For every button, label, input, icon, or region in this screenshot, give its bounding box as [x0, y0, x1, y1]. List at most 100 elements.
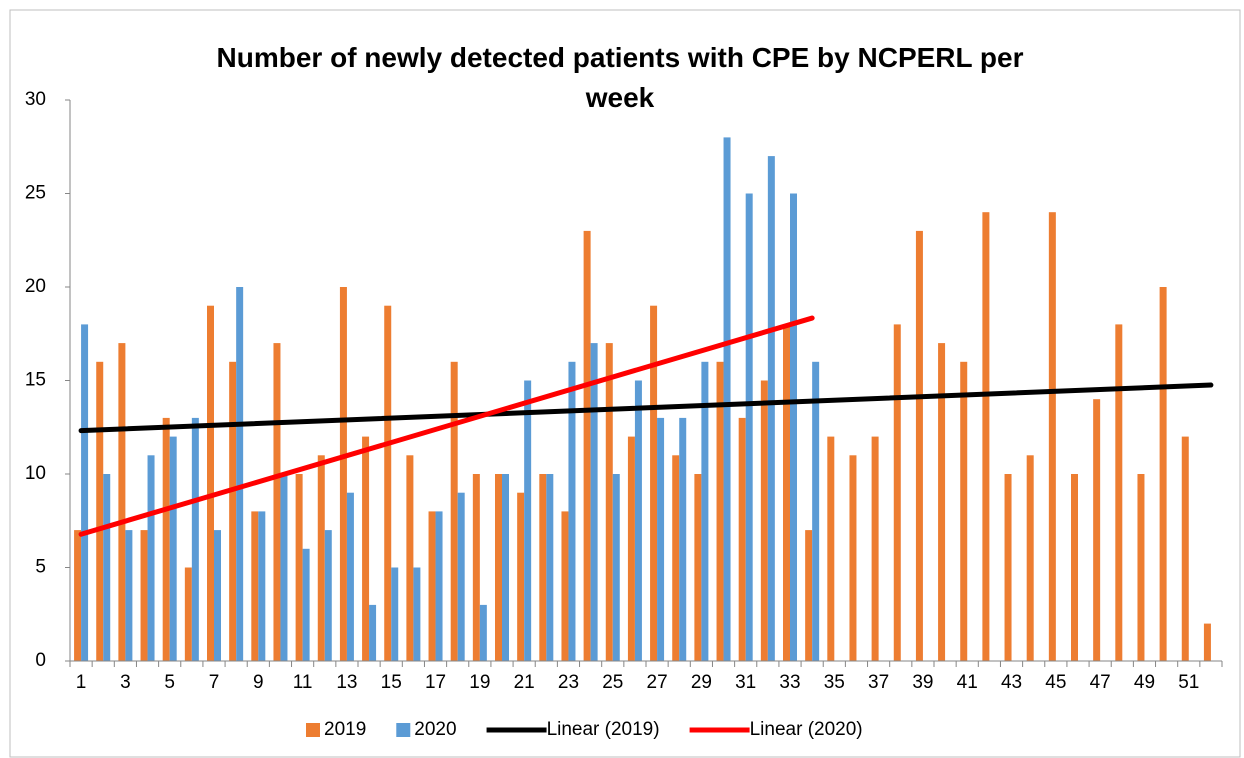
- legend-label: 2019: [324, 719, 366, 740]
- legend-label: 2020: [414, 719, 456, 740]
- bar: [723, 137, 731, 661]
- bar: [479, 604, 487, 661]
- bar: [871, 436, 879, 661]
- legend-label: Linear (2020): [750, 719, 863, 740]
- bar: [413, 567, 421, 661]
- bar: [982, 212, 990, 661]
- bar: [191, 417, 199, 661]
- bar: [827, 436, 835, 661]
- bar: [428, 511, 436, 661]
- bar: [627, 436, 635, 661]
- bar: [140, 530, 148, 661]
- bar: [679, 417, 687, 661]
- bar: [612, 474, 620, 661]
- bar: [450, 361, 458, 661]
- bar: [369, 604, 377, 661]
- bar: [539, 474, 547, 661]
- x-tick-label: 43: [1001, 672, 1022, 693]
- bar: [812, 361, 820, 661]
- y-tick-label: 5: [35, 557, 46, 578]
- bar: [214, 530, 221, 661]
- x-tick-label: 5: [164, 672, 175, 693]
- bar: [745, 193, 753, 661]
- x-tick-label: 7: [209, 672, 220, 693]
- x-tick-label: 29: [691, 672, 712, 693]
- bar: [169, 436, 177, 661]
- bar: [184, 567, 192, 661]
- bar: [81, 324, 89, 661]
- bar: [229, 361, 237, 661]
- bar: [672, 455, 680, 661]
- bar: [915, 230, 923, 661]
- x-tick-label: 19: [469, 672, 490, 693]
- bar: [1071, 474, 1078, 661]
- bar: [605, 343, 613, 661]
- y-tick-label: 10: [25, 463, 46, 484]
- x-tick-label: 21: [514, 672, 535, 693]
- x-tick-label: 23: [558, 672, 579, 693]
- bar: [767, 156, 775, 661]
- x-tick-label: 9: [253, 672, 264, 693]
- bar: [716, 361, 724, 661]
- bar: [295, 474, 303, 661]
- bar: [118, 343, 126, 661]
- bar: [207, 305, 214, 661]
- x-tick-label: 45: [1045, 672, 1066, 693]
- bar: [495, 474, 502, 661]
- bar: [125, 530, 133, 661]
- y-tick-label: 15: [25, 370, 46, 391]
- y-tick-label: 20: [25, 276, 46, 297]
- y-tick-label: 25: [25, 183, 46, 204]
- bar: [634, 380, 642, 661]
- bar: [103, 474, 111, 661]
- legend-swatch: [396, 723, 411, 737]
- bar: [147, 455, 155, 661]
- x-tick-label: 1: [76, 672, 87, 693]
- bar: [74, 530, 82, 661]
- chart-title: Number of newly detected patients with C…: [217, 42, 1024, 113]
- legend-label: Linear (2019): [547, 719, 660, 740]
- bar: [517, 492, 525, 661]
- bar: [960, 361, 968, 661]
- bar: [317, 455, 325, 661]
- bar: [391, 567, 399, 661]
- bar: [162, 417, 170, 661]
- chart-border: [9, 9, 1241, 758]
- x-tick-label: 13: [336, 672, 357, 693]
- bar: [1181, 436, 1189, 661]
- bar: [568, 361, 576, 661]
- x-tick-label: 39: [912, 672, 933, 693]
- bar: [1048, 212, 1056, 661]
- x-tick-label: 35: [824, 672, 845, 693]
- bar: [280, 474, 288, 661]
- trendline: [78, 315, 815, 537]
- x-tick-label: 27: [647, 672, 668, 693]
- x-tick-label: 47: [1090, 672, 1111, 693]
- bar: [435, 511, 443, 661]
- bar: [1004, 474, 1012, 661]
- bar: [583, 230, 591, 661]
- bar: [1137, 474, 1145, 661]
- bar: [694, 474, 702, 661]
- x-tick-label: 31: [735, 672, 756, 693]
- bar: [938, 343, 946, 661]
- bar: [546, 474, 554, 661]
- bar: [384, 305, 392, 661]
- bar: [406, 455, 414, 661]
- bar: [1203, 623, 1211, 661]
- bar: [783, 324, 790, 661]
- bar: [346, 492, 354, 661]
- bar: [502, 474, 509, 661]
- bar: [302, 548, 310, 661]
- bar: [561, 511, 569, 661]
- x-tick-label: 51: [1178, 672, 1199, 693]
- bar: [1159, 287, 1167, 661]
- bar: [251, 511, 259, 661]
- bar: [472, 474, 480, 661]
- bar: [805, 530, 813, 661]
- bar: [362, 436, 370, 661]
- bar: [96, 361, 104, 661]
- bar: [738, 417, 746, 661]
- bar: [1093, 399, 1101, 661]
